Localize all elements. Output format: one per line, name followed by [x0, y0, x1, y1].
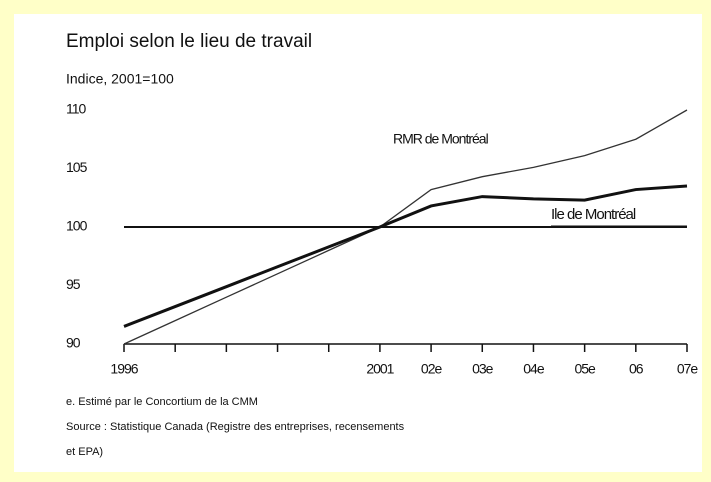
y-tick-label: 95: [66, 276, 81, 292]
x-tick-label: 1996: [110, 361, 138, 377]
note: et EPA): [66, 446, 103, 458]
series-line: [123, 184, 688, 328]
y-tick-label: 110: [66, 101, 87, 117]
chart-subtitle: Indice, 2001=100: [66, 71, 174, 87]
y-tick-label: 105: [66, 159, 88, 175]
y-tick-label: 90: [66, 335, 81, 351]
x-tick-label: 06: [629, 361, 644, 377]
series-line: [123, 109, 688, 345]
x-tick-label: 03e: [472, 361, 494, 377]
note: e. Estimé par le Concortium de la CMM: [66, 396, 258, 408]
x-tick-label: 04e: [523, 361, 545, 377]
x-tick-label: 07e: [677, 361, 699, 377]
chart-title: Emploi selon le lieu de travail: [66, 31, 312, 52]
x-tick-label: 05e: [574, 361, 596, 377]
panel: [14, 14, 702, 472]
y-tick-label: 100: [66, 218, 88, 234]
x-tick-label: 2001: [366, 361, 394, 377]
series-label: Ile de Montréal: [551, 206, 636, 223]
note: Source : Statistique Canada (Registre de…: [66, 421, 405, 433]
series-label: RMR de Montréal: [393, 131, 489, 147]
x-tick-label: 02e: [421, 361, 443, 377]
